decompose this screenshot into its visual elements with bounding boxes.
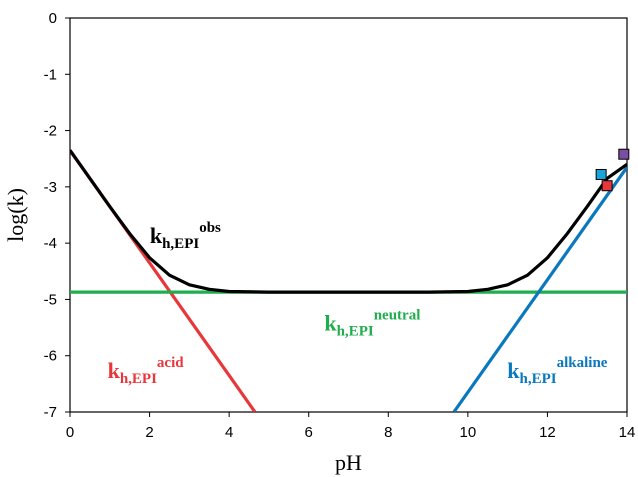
x-axis-title: pH — [335, 450, 362, 475]
x-tick-label-0: 0 — [66, 424, 74, 441]
y-axis-title: log(k) — [3, 188, 28, 242]
y-tick-label-6: -6 — [44, 348, 57, 365]
x-tick-label-6: 12 — [539, 424, 556, 441]
series-label-neutral: kh,EPIneutral — [324, 307, 420, 339]
plot-frame — [69, 17, 628, 413]
series-label-obs-base: k — [150, 223, 163, 248]
series-label-alkaline-base: k — [507, 358, 520, 383]
series-label-alkaline-sub: h,EPI — [520, 371, 557, 387]
y-tick-label-3: -3 — [44, 179, 57, 196]
series-line-alkaline — [452, 166, 627, 412]
series-label-alkaline: kh,EPIalkaline — [507, 355, 608, 387]
x-tick-label-2: 4 — [225, 424, 233, 441]
x-tick-label-4: 8 — [384, 424, 392, 441]
x-tick-label-1: 2 — [145, 424, 153, 441]
series-label-acid-base: k — [108, 358, 121, 383]
series-label-acid-sub: h,EPI — [120, 371, 157, 387]
series-label-acid-sup: acid — [157, 355, 184, 371]
series-label-neutral-sub: h,EPI — [337, 323, 374, 339]
x-tick-label-5: 10 — [460, 424, 477, 441]
series-group — [70, 149, 627, 412]
y-tick-label-4: -4 — [44, 235, 57, 252]
series-label-neutral-base: k — [324, 310, 337, 335]
y-tick-label-5: -5 — [44, 291, 57, 308]
series-label-neutral-sup: neutral — [374, 307, 421, 323]
y-tick-label-1: -1 — [44, 66, 57, 83]
y-tick-label-0: 0 — [49, 10, 57, 27]
series-label-acid: kh,EPIacid — [108, 355, 185, 387]
data-point-2 — [618, 148, 630, 160]
series-label-obs: kh,EPIobs — [150, 220, 221, 252]
series-label-alkaline-sup: alkaline — [557, 355, 608, 371]
y-tick-label-2: -2 — [44, 123, 57, 140]
series-label-obs-sup: obs — [199, 220, 221, 236]
data-point-0 — [595, 168, 607, 180]
series-label-obs-sub: h,EPI — [162, 236, 199, 252]
data-point-1 — [601, 180, 613, 192]
y-tick-label-7: -7 — [44, 404, 57, 421]
x-tick-label-7: 14 — [619, 424, 636, 441]
x-tick-label-3: 6 — [305, 424, 313, 441]
series-line-obs — [70, 149, 627, 294]
